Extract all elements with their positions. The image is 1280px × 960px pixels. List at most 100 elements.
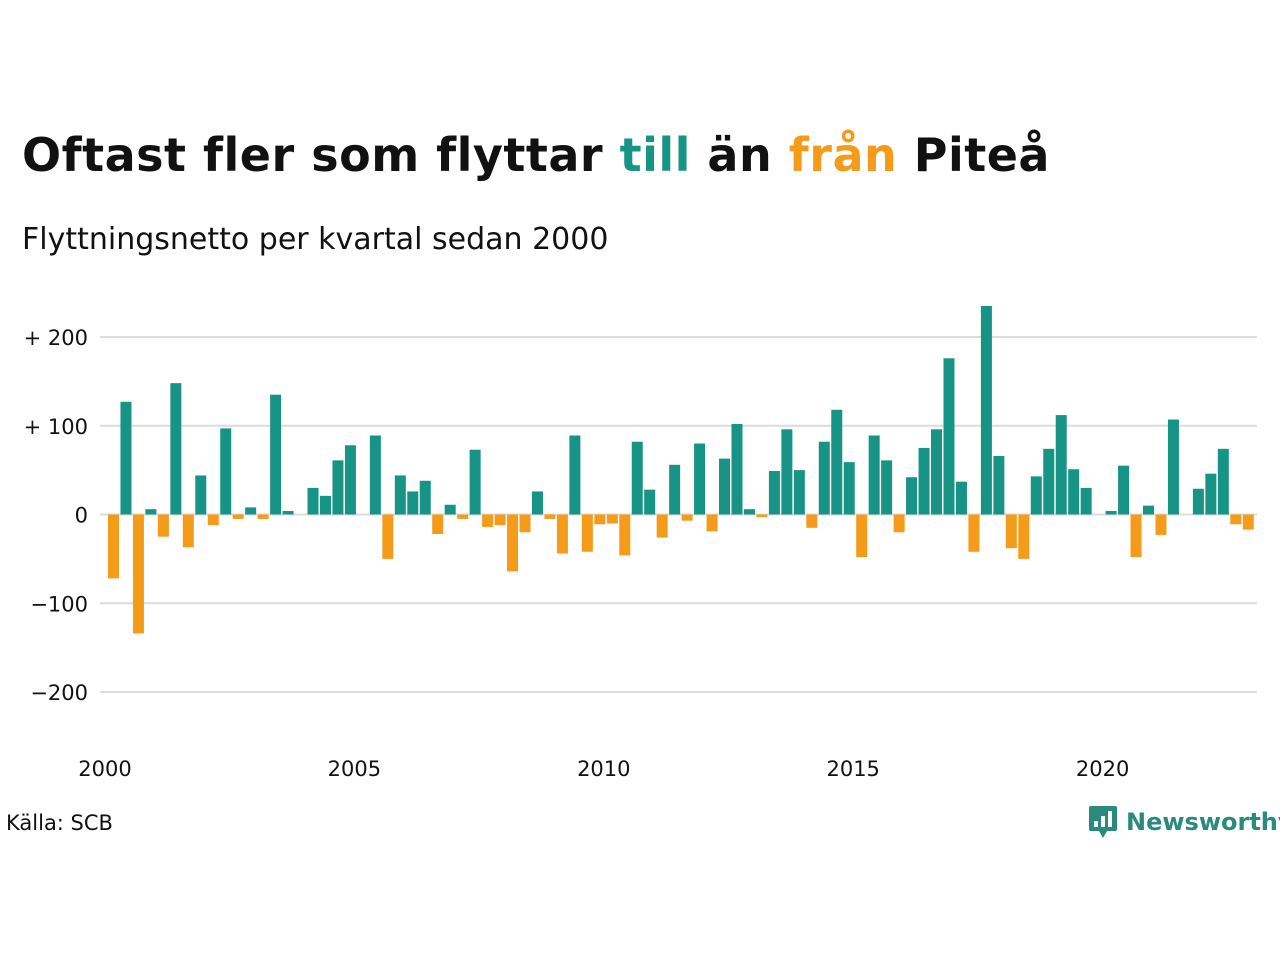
title-text: Oftast fler som flyttar: [22, 128, 620, 182]
bar: [631, 441, 643, 515]
bar: [1217, 448, 1229, 515]
title-text: Piteå: [897, 128, 1050, 182]
bar: [182, 514, 194, 548]
bar: [1105, 510, 1117, 515]
bar: [781, 429, 793, 515]
x-tick-label: 2005: [328, 757, 381, 781]
bar: [519, 514, 531, 533]
chart-bubble-icon: [1089, 806, 1117, 838]
bar: [469, 449, 481, 515]
x-axis-labels: 2000 2005 2010 2015 2020: [78, 757, 1129, 781]
bar: [494, 514, 506, 526]
title-text: än: [690, 128, 789, 182]
bar: [656, 514, 668, 538]
y-axis-labels: + 200 + 100 0 −100 −200: [24, 326, 88, 705]
bar: [1030, 476, 1042, 515]
bar: [581, 514, 593, 552]
bar: [220, 428, 232, 515]
chart-subtitle: Flyttningsnetto per kvartal sedan 2000: [22, 222, 609, 257]
bar: [806, 514, 818, 528]
bar: [694, 443, 706, 515]
bar: [1055, 415, 1067, 515]
x-tick-label: 2000: [78, 757, 131, 781]
bar: [1068, 469, 1080, 515]
bar: [170, 383, 182, 515]
bar: [868, 435, 880, 515]
bar: [108, 514, 119, 579]
bar: [419, 480, 431, 515]
bar: [1005, 514, 1017, 549]
bar: [132, 514, 144, 634]
bar: [232, 514, 244, 519]
bar: [644, 489, 656, 515]
bar: [270, 394, 282, 515]
source-note: Källa: SCB: [6, 811, 113, 835]
bar: [818, 441, 830, 515]
bar: [1167, 419, 1179, 515]
y-tick-label: 0: [75, 504, 88, 528]
bar: [1043, 448, 1055, 515]
bars: [108, 305, 1254, 634]
bar: [432, 514, 444, 535]
bar: [843, 462, 855, 515]
x-tick-label: 2015: [826, 757, 879, 781]
bar: [831, 409, 843, 515]
bar: [731, 423, 743, 515]
y-tick-label: −200: [30, 681, 88, 705]
y-tick-label: + 200: [24, 326, 88, 350]
bar: [1155, 514, 1167, 535]
bar: [1143, 505, 1155, 515]
bar: [906, 477, 918, 515]
bar: [706, 514, 718, 532]
bar: [444, 504, 456, 515]
bar: [307, 487, 319, 515]
bar: [245, 507, 257, 515]
bar: [120, 401, 132, 515]
chart-title: Oftast fler som flyttar till än från Pit…: [22, 128, 1050, 182]
bar: [569, 435, 581, 515]
bar: [1118, 465, 1130, 515]
bar: [457, 514, 469, 519]
bar: [980, 305, 992, 515]
bar: [619, 514, 631, 556]
bar: [1242, 514, 1254, 530]
x-tick-label: 2010: [577, 757, 630, 781]
bar: [157, 514, 169, 537]
bar: [1130, 514, 1142, 558]
bar: [918, 447, 930, 515]
bar: [993, 455, 1005, 515]
bar: [893, 514, 905, 533]
bar: [394, 475, 406, 515]
bar: [756, 514, 768, 518]
bar: [482, 514, 494, 527]
bar: [856, 514, 868, 558]
bar: [257, 514, 269, 519]
bar: [968, 514, 980, 552]
bar: [1192, 488, 1204, 515]
bar: [955, 481, 967, 515]
bar: [743, 509, 755, 515]
bar: [369, 435, 381, 515]
bar: [881, 460, 893, 515]
bar: [195, 475, 207, 515]
bar: [344, 445, 356, 515]
brand-name: Newsworthy: [1126, 808, 1280, 836]
bar: [531, 491, 543, 515]
title-highlight-fran: från: [788, 128, 898, 182]
bar: [1018, 514, 1030, 559]
bar: [768, 471, 780, 515]
bar: [207, 514, 219, 526]
bar: [681, 514, 693, 521]
title-highlight-till: till: [619, 128, 691, 182]
bar: [282, 510, 294, 515]
bar: [332, 460, 344, 515]
bar: [719, 458, 731, 515]
bar: [793, 470, 805, 515]
bar: [556, 514, 568, 554]
bar: [1205, 473, 1217, 515]
bar: [594, 514, 606, 525]
bar: [669, 464, 681, 515]
bar: [145, 509, 157, 515]
bar: [544, 514, 556, 519]
